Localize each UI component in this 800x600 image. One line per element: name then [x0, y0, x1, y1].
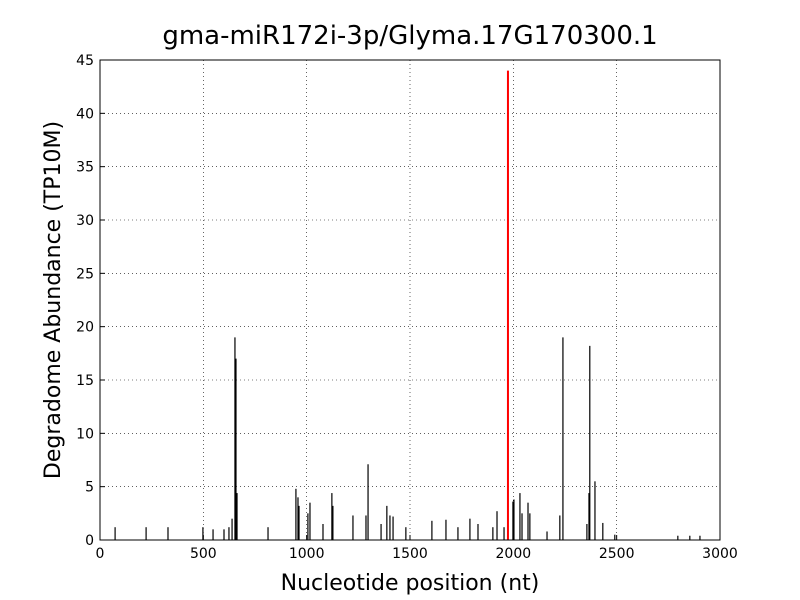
- y-tick-label: 25: [76, 266, 94, 282]
- y-tick-label: 10: [76, 426, 94, 442]
- x-tick-label: 1000: [289, 546, 325, 562]
- plot-frame: [99, 59, 721, 541]
- y-tick-label: 5: [85, 480, 94, 496]
- y-tick-label: 0: [85, 533, 94, 549]
- y-tick-label: 15: [76, 373, 94, 389]
- y-axis-label: Degradome Abundance (TP10M): [41, 121, 66, 479]
- x-tick-label: 1500: [392, 546, 428, 562]
- x-tick-label: 2000: [496, 546, 532, 562]
- x-tick-label: 2500: [599, 546, 635, 562]
- y-tick-label: 20: [76, 320, 94, 336]
- chart-title: gma-miR172i-3p/Glyma.17G170300.1: [162, 21, 657, 51]
- x-tick-label: 0: [96, 546, 105, 562]
- y-tick-label: 35: [76, 160, 94, 176]
- y-tick-label: 40: [76, 106, 94, 122]
- x-tick-label: 3000: [702, 546, 738, 562]
- x-tick-label: 500: [190, 546, 217, 562]
- x-axis-label: Nucleotide position (nt): [281, 571, 540, 596]
- y-tick-label: 45: [76, 53, 94, 69]
- y-tick-label: 30: [76, 213, 94, 229]
